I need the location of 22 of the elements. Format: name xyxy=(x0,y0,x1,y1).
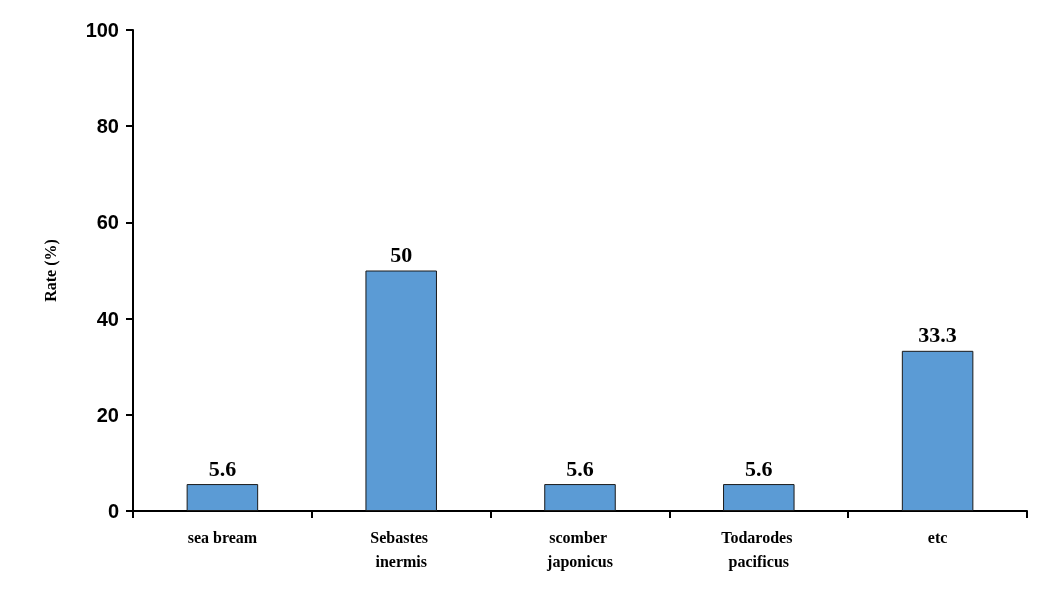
data-label: 5.6 xyxy=(566,455,594,481)
y-tick-label: 80 xyxy=(96,115,119,138)
data-label: 33.3 xyxy=(918,322,957,348)
bar xyxy=(186,484,259,511)
bar xyxy=(544,484,616,511)
bar xyxy=(723,484,795,511)
y-tick-label: 20 xyxy=(96,403,119,426)
x-tick-label: Sebastes inermis xyxy=(370,528,433,570)
bar xyxy=(365,270,437,511)
y-axis-title: Rate (%) xyxy=(41,239,60,302)
data-label: 5.6 xyxy=(745,455,773,481)
y-tick-label: 40 xyxy=(96,307,119,330)
y-tick-label: 100 xyxy=(85,19,119,41)
x-tick-label: Todarodes pacificus xyxy=(721,528,797,571)
y-tick-label: 0 xyxy=(107,500,119,522)
bar xyxy=(901,350,974,511)
data-label: 50 xyxy=(390,242,413,267)
x-tick-label: sea bream xyxy=(187,528,258,546)
data-label: 5.6 xyxy=(208,455,237,481)
x-tick-label: etc xyxy=(927,528,948,546)
y-tick-label: 60 xyxy=(96,211,119,234)
x-tick-label: scomber japonicus xyxy=(546,528,613,571)
